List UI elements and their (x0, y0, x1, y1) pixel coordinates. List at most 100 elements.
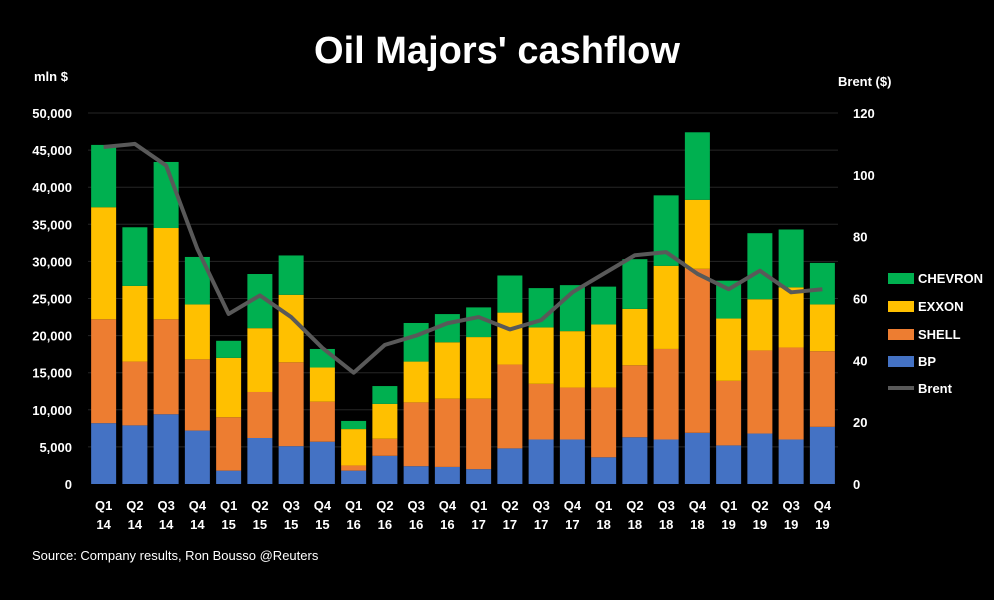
bar-shell (91, 319, 117, 424)
y-tick-label: 50,000 (32, 106, 72, 121)
bar-exxon (466, 337, 492, 399)
bar-bp (466, 469, 492, 484)
bar-shell (528, 383, 554, 440)
bar-exxon (372, 403, 398, 439)
bar-chevron (278, 255, 304, 295)
x-tick-year: 15 (284, 517, 298, 532)
x-tick-year: 17 (471, 517, 485, 532)
legend-label-brent: Brent (918, 381, 953, 396)
bar-shell (372, 438, 398, 456)
bar-chevron (684, 132, 710, 200)
bar-exxon (559, 331, 585, 388)
bar-bp (372, 455, 398, 484)
bar-shell (184, 359, 210, 431)
x-tick-quarter: Q3 (282, 498, 299, 513)
legend-label-chevron: CHEVRON (918, 271, 983, 286)
bar-bp (309, 441, 335, 484)
bar-shell (809, 351, 835, 427)
y-tick-label: 25,000 (32, 292, 72, 307)
bar-shell (434, 398, 460, 467)
x-tick-year: 14 (159, 517, 174, 532)
x-tick-quarter: Q1 (720, 498, 737, 513)
bar-bp (778, 439, 804, 484)
y-tick-label: 5,000 (39, 440, 72, 455)
y-tick-label: 0 (65, 477, 72, 492)
x-tick-quarter: Q2 (751, 498, 768, 513)
y-tick-label: 30,000 (32, 254, 72, 269)
x-tick-year: 19 (815, 517, 829, 532)
x-tick-year: 17 (503, 517, 517, 532)
x-tick-year: 16 (346, 517, 360, 532)
bar-shell (216, 417, 242, 471)
bar-exxon (184, 304, 210, 360)
bar-shell (622, 365, 648, 438)
bar-shell (309, 401, 335, 442)
x-tick-year: 18 (690, 517, 704, 532)
x-tick-year: 15 (315, 517, 329, 532)
bar-exxon (716, 318, 742, 381)
bar-exxon (153, 228, 179, 320)
bar-bp (809, 426, 835, 484)
x-tick-year: 16 (378, 517, 392, 532)
x-tick-quarter: Q1 (345, 498, 362, 513)
x-tick-quarter: Q4 (564, 498, 582, 513)
bar-bp (653, 439, 679, 484)
bar-shell (778, 347, 804, 440)
x-tick-quarter: Q3 (407, 498, 424, 513)
y2-tick-label: 80 (853, 230, 867, 245)
bar-bp (184, 430, 210, 484)
bar-exxon (309, 367, 335, 402)
bar-bp (341, 470, 367, 484)
bar-exxon (247, 328, 273, 392)
bar-bp (122, 425, 148, 484)
bar-bp (747, 433, 773, 484)
bar-bp (216, 470, 242, 484)
x-tick-quarter: Q1 (595, 498, 612, 513)
y2-tick-label: 20 (853, 415, 867, 430)
x-tick-quarter: Q2 (251, 498, 268, 513)
bar-chevron (809, 262, 835, 305)
y2-axis-label: Brent ($) (838, 74, 891, 89)
bar-exxon (122, 285, 148, 362)
legend-label-shell: SHELL (918, 327, 961, 342)
bar-shell (591, 387, 617, 458)
bar-exxon (403, 361, 429, 403)
bar-shell (278, 362, 304, 447)
gridlines (88, 112, 838, 448)
bar-shell (716, 380, 742, 446)
brent-line (103, 141, 823, 375)
x-tick-year: 18 (628, 517, 642, 532)
x-tick-year: 15 (221, 517, 235, 532)
y-tick-label: 45,000 (32, 143, 72, 158)
bar-shell (153, 319, 179, 415)
bar-shell (684, 268, 710, 433)
brent-line-path (103, 141, 823, 375)
bar-bp (497, 448, 523, 484)
x-tick-quarter: Q4 (189, 498, 207, 513)
bar-bp (528, 439, 554, 484)
legend-swatch-shell (888, 329, 914, 340)
x-tick-quarter: Q3 (532, 498, 549, 513)
y2-tick-label: 60 (853, 292, 867, 307)
y2-tick-label: 120 (853, 106, 875, 121)
bar-shell (247, 391, 273, 438)
bar-exxon (216, 357, 242, 418)
bar-exxon (91, 207, 117, 320)
bar-chevron (341, 420, 367, 430)
bar-shell (122, 361, 148, 426)
x-tick-year: 14 (190, 517, 205, 532)
bar-chevron (591, 286, 617, 325)
bar-chevron (216, 340, 242, 358)
bar-exxon (622, 308, 648, 366)
bar-shell (341, 465, 367, 471)
bar-bp (247, 438, 273, 484)
bar-shell (653, 348, 679, 440)
bar-exxon (653, 265, 679, 349)
x-tick-year: 14 (128, 517, 143, 532)
x-tick-quarter: Q4 (689, 498, 707, 513)
y2-tick-label: 40 (853, 353, 867, 368)
bar-chevron (153, 161, 179, 229)
bar-exxon (341, 429, 367, 466)
bar-chevron (372, 386, 398, 404)
